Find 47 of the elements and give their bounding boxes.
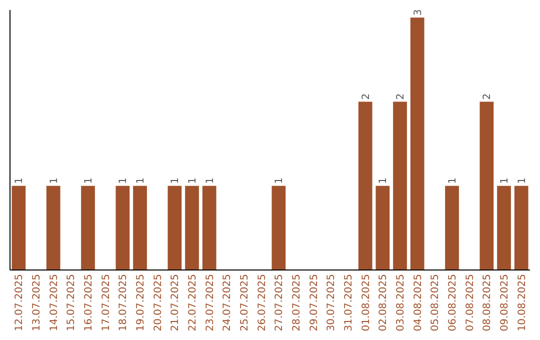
x-tick-label: 29.07.2025 — [308, 274, 320, 332]
data-label: 3 — [412, 9, 424, 16]
x-tick-label: 09.08.2025 — [500, 274, 510, 332]
data-label: 1 — [84, 177, 94, 184]
x-tick-label: 01.08.2025 — [360, 274, 372, 332]
data-label: 1 — [48, 177, 60, 184]
x-tick-label: 13.07.2025 — [32, 274, 42, 332]
x-tick-label: 17.07.2025 — [100, 274, 112, 332]
x-tick-label: 30.07.2025 — [326, 274, 338, 332]
x-tick-label: 19.07.2025 — [136, 274, 146, 332]
x-tick-label: 22.07.2025 — [188, 274, 198, 332]
x-tick-label: 26.07.2025 — [256, 274, 268, 332]
x-tick-label: 15.07.2025 — [66, 274, 78, 332]
x-tick-label: 03.08.2025 — [396, 274, 406, 332]
data-label: 1 — [274, 177, 286, 184]
x-tick-label: 27.07.2025 — [274, 274, 286, 332]
x-tick-label: 18.07.2025 — [118, 274, 130, 332]
data-label: 1 — [378, 177, 390, 184]
x-tick-label: 06.08.2025 — [448, 274, 458, 332]
data-label: 1 — [118, 177, 130, 184]
data-label: 2 — [360, 93, 372, 100]
x-tick-label: 02.08.2025 — [378, 274, 390, 332]
data-label: 1 — [448, 177, 458, 184]
x-tick-label: 14.07.2025 — [48, 274, 60, 332]
data-label: 1 — [170, 177, 182, 184]
data-label: 1 — [500, 177, 510, 184]
x-tick-label: 12.07.2025 — [14, 274, 26, 332]
x-tick-label: 05.08.2025 — [430, 274, 442, 332]
x-tick-label: 21.07.2025 — [170, 274, 182, 332]
data-label: 1 — [516, 177, 528, 184]
x-tick-label: 28.07.2025 — [292, 274, 302, 332]
x-tick-label: 24.07.2025 — [222, 274, 234, 332]
data-label: 1 — [14, 177, 26, 184]
data-label: 2 — [482, 93, 494, 100]
x-tick-label: 31.07.2025 — [344, 274, 354, 332]
x-tick-label: 16.07.2025 — [84, 274, 94, 332]
data-label: 2 — [396, 93, 406, 100]
data-label: 1 — [188, 177, 198, 184]
x-tick-label: 20.07.2025 — [152, 274, 164, 332]
x-tick-label: 07.08.2025 — [464, 274, 476, 332]
x-tick-label: 25.07.2025 — [240, 274, 250, 332]
x-tick-label: 23.07.2025 — [204, 274, 216, 332]
x-tick-label: 08.08.2025 — [482, 274, 494, 332]
x-tick-label: 04.08.2025 — [412, 274, 424, 332]
data-label: 1 — [204, 177, 216, 184]
data-label: 1 — [136, 177, 146, 184]
x-tick-label: 10.08.2025 — [516, 274, 528, 332]
